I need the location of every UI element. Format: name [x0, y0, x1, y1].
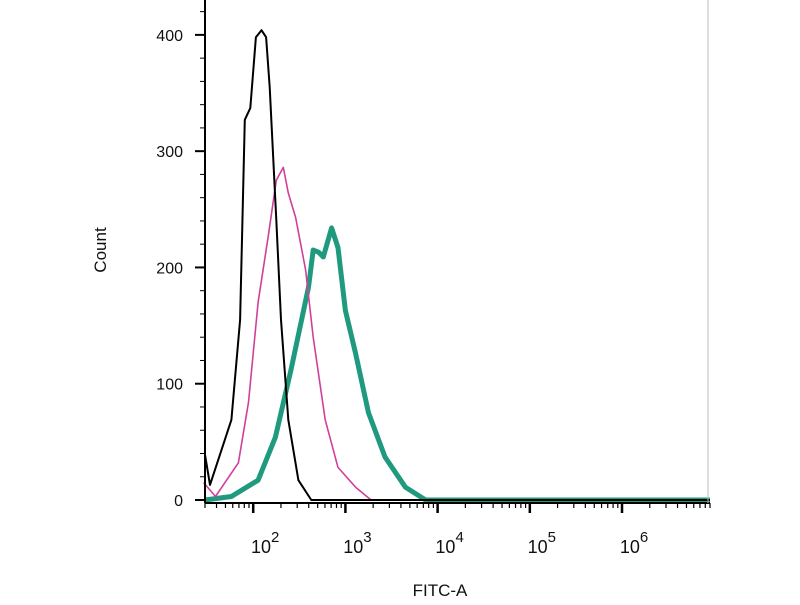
- y-axis-label: Count: [91, 227, 110, 273]
- x-tick-exponent: 3: [363, 529, 371, 546]
- curves: [202, 29, 710, 503]
- histogram-series-2: [204, 225, 710, 503]
- x-tick-exponent: 2: [271, 529, 279, 546]
- x-tick-exponent: 4: [455, 529, 463, 546]
- x-tick-base: 10: [251, 537, 271, 557]
- x-tick-base: 10: [620, 537, 640, 557]
- x-tick-label: 102: [251, 529, 279, 557]
- y-tick-label: 100: [156, 377, 183, 394]
- y-tick-label: 0: [174, 493, 183, 510]
- histogram-series-1: [202, 166, 710, 501]
- x-tick-label: 103: [343, 529, 371, 557]
- x-tick-label: 106: [620, 529, 648, 557]
- y-tick-label: 200: [156, 260, 183, 277]
- y-axis-ticks: 0 100 200 300 400: [156, 11, 205, 510]
- y-tick-label: 400: [156, 28, 183, 45]
- x-tick-base: 10: [528, 537, 548, 557]
- x-tick-base: 10: [343, 537, 363, 557]
- x-tick-label: 104: [435, 529, 463, 557]
- y-tick-label: 300: [156, 144, 183, 161]
- x-tick-exponent: 6: [640, 529, 648, 546]
- x-tick-exponent: 5: [548, 529, 556, 546]
- x-axis-ticks: 102 103 104 105 106: [204, 503, 711, 557]
- x-tick-base: 10: [435, 537, 455, 557]
- x-axis-label: FITC-A: [413, 581, 468, 600]
- histogram-series-0: [204, 29, 710, 501]
- axes: [204, 0, 710, 504]
- x-tick-label: 105: [528, 529, 556, 557]
